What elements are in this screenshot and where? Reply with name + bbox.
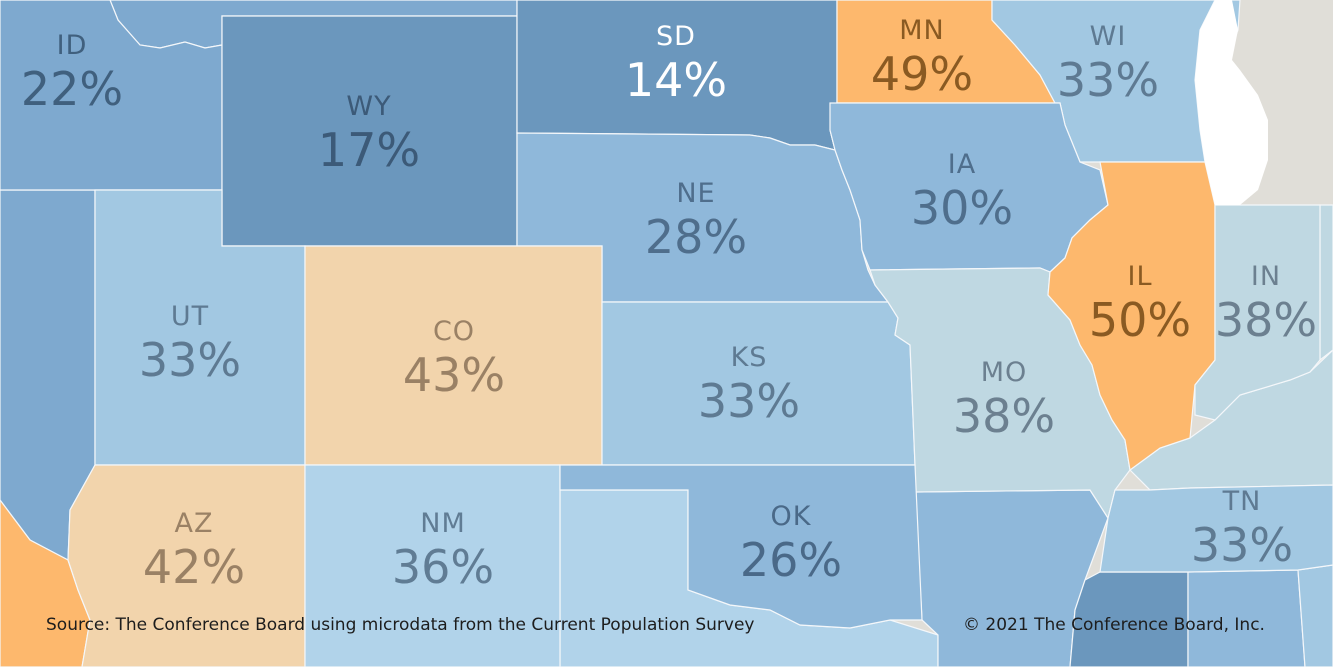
state-value: 38% — [952, 389, 1056, 443]
state-shape-OH — [1319, 204, 1333, 362]
state-value: 28% — [644, 210, 748, 264]
state-value: 36% — [391, 540, 495, 594]
state-label-MO: MO 38% — [953, 359, 1055, 439]
state-value: 17% — [317, 123, 421, 177]
state-abbr: WY — [346, 91, 392, 122]
state-label-OK: OK 26% — [740, 503, 842, 583]
state-abbr: SD — [656, 21, 696, 52]
state-shape-ID — [0, 0, 223, 191]
lake-michigan — [1195, 0, 1268, 205]
state-value: 49% — [870, 47, 974, 101]
state-abbr: MO — [980, 357, 1028, 388]
state-label-KS: KS 33% — [698, 344, 800, 424]
state-value: 38% — [1214, 293, 1318, 347]
state-abbr: ID — [56, 30, 88, 61]
state-value: 33% — [138, 333, 242, 387]
state-abbr: IN — [1250, 261, 1282, 292]
state-abbr: AZ — [174, 508, 214, 539]
state-abbr: NM — [420, 508, 466, 539]
state-value: 33% — [1056, 53, 1160, 107]
source-note: Source: The Conference Board using micro… — [46, 615, 755, 635]
state-value: 30% — [910, 181, 1014, 235]
state-abbr: UT — [170, 301, 210, 332]
state-label-CO: CO 43% — [403, 318, 505, 398]
state-abbr: NE — [676, 178, 716, 209]
state-abbr: TN — [1222, 486, 1262, 517]
state-abbr: WI — [1089, 21, 1127, 52]
state-label-SD: SD 14% — [625, 23, 727, 103]
state-shape-OK — [559, 464, 923, 629]
state-value: 26% — [739, 533, 843, 587]
state-label-IN: IN 38% — [1215, 263, 1317, 343]
state-label-IA: IA 30% — [911, 151, 1013, 231]
state-abbr: IA — [947, 149, 977, 180]
state-shape-NM — [304, 464, 561, 667]
state-label-ID: ID 22% — [21, 32, 123, 112]
state-abbr: IL — [1127, 261, 1153, 292]
state-shape-TN — [1099, 484, 1333, 573]
state-value: 50% — [1088, 293, 1192, 347]
state-label-IL: IL 50% — [1089, 263, 1191, 343]
state-abbr: KS — [730, 342, 768, 373]
state-label-UT: UT 33% — [139, 303, 241, 383]
state-abbr: MN — [899, 15, 945, 46]
state-value: 33% — [1190, 518, 1294, 572]
state-label-TN: TN 33% — [1191, 488, 1293, 568]
state-label-NM: NM 36% — [392, 510, 494, 590]
state-label-NE: NE 28% — [645, 180, 747, 260]
state-value: 42% — [142, 540, 246, 594]
state-value: 43% — [402, 348, 506, 402]
state-label-MN: MN 49% — [871, 17, 973, 97]
state-value: 33% — [697, 374, 801, 428]
state-label-AZ: AZ 42% — [143, 510, 245, 590]
copyright-note: © 2021 The Conference Board, Inc. — [963, 615, 1265, 635]
state-abbr: CO — [432, 316, 476, 347]
state-value: 14% — [624, 53, 728, 107]
state-abbr: OK — [770, 501, 812, 532]
state-label-WI: WI 33% — [1057, 23, 1159, 103]
state-label-WY: WY 17% — [318, 93, 420, 173]
state-value: 22% — [20, 62, 124, 116]
state-shape-IN — [1194, 204, 1321, 421]
